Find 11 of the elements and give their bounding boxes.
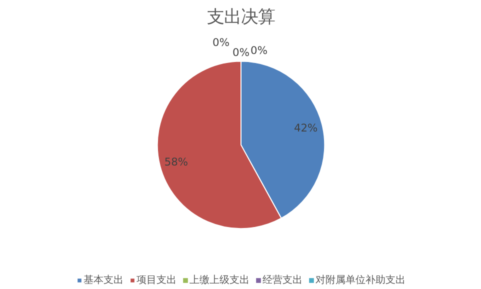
legend-label: 经营支出 bbox=[262, 274, 302, 287]
chart-title: 支出决算 bbox=[207, 8, 275, 28]
text: 0% bbox=[212, 36, 230, 50]
legend-label: 上缴上级支出 bbox=[190, 274, 250, 287]
text: 0% bbox=[250, 44, 268, 58]
legend-label: 对附属单位补助支出 bbox=[316, 274, 406, 287]
legend-label: 基本支出 bbox=[84, 274, 124, 287]
data-label: 58% bbox=[164, 155, 188, 168]
data-label: 42% bbox=[294, 121, 318, 134]
legend-label: 项目支出 bbox=[136, 274, 176, 287]
text: 0% bbox=[232, 46, 250, 60]
